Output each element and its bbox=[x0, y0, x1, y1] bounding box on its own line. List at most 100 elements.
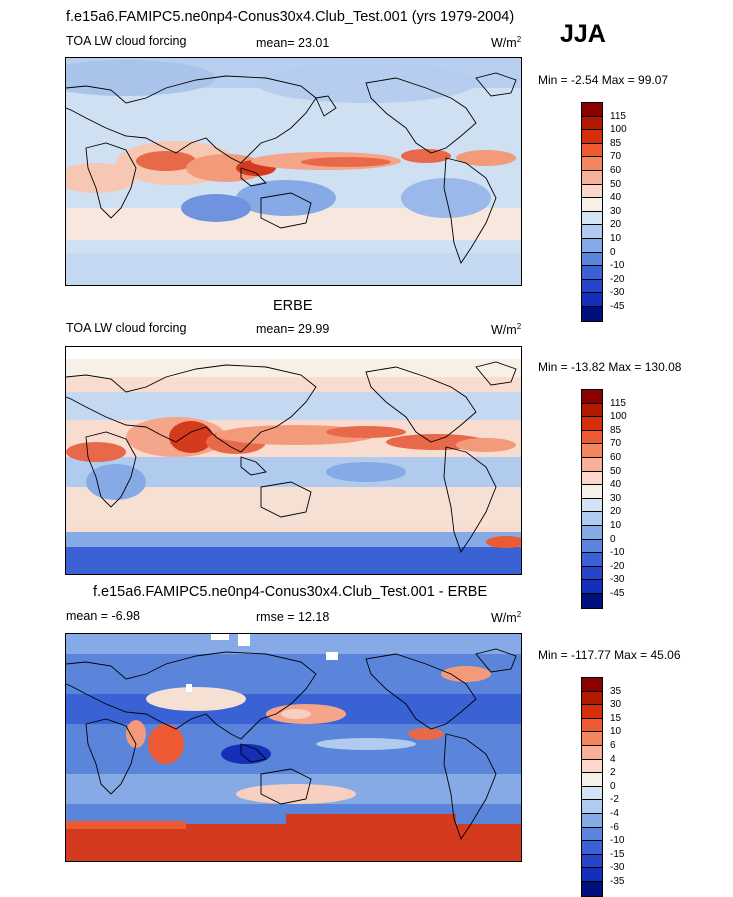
colorbar-swatch bbox=[582, 238, 602, 253]
colorbar-swatch bbox=[582, 116, 602, 131]
colorbar-swatch bbox=[582, 103, 602, 117]
colorbar-tick-label: 0 bbox=[610, 533, 616, 545]
colorbar-swatch bbox=[582, 170, 602, 185]
colorbar-swatch bbox=[582, 868, 602, 882]
colorbar-swatch bbox=[582, 444, 602, 458]
colorbar-tick-label: 15 bbox=[610, 712, 622, 724]
colorbar-swatch bbox=[582, 539, 602, 554]
colorbar-tick-label: 30 bbox=[610, 699, 622, 711]
panel1-variable-label: TOA LW cloud forcing bbox=[66, 34, 187, 48]
panel3-colorbar-swatches bbox=[581, 677, 603, 897]
panel2-colorbar-swatches bbox=[581, 389, 603, 609]
colorbar-swatch bbox=[582, 593, 602, 608]
colorbar-tick-label: 20 bbox=[610, 219, 622, 231]
colorbar-swatch bbox=[582, 705, 602, 719]
colorbar-swatch bbox=[582, 745, 602, 760]
colorbar-tick-label: 85 bbox=[610, 424, 622, 436]
colorbar-swatch bbox=[582, 813, 602, 828]
colorbar-tick-label: 100 bbox=[610, 411, 627, 423]
colorbar-swatch bbox=[582, 525, 602, 540]
panel3-mean-label: mean = -6.98 bbox=[66, 609, 141, 623]
colorbar-swatch bbox=[582, 759, 602, 774]
colorbar-tick-label: -20 bbox=[610, 273, 625, 285]
season-label: JJA bbox=[560, 20, 606, 48]
colorbar-swatch bbox=[582, 306, 602, 321]
panel3-minmax: Min = -117.77 Max = 45.06 bbox=[538, 648, 681, 662]
colorbar-tick-label: 40 bbox=[610, 192, 622, 204]
panel1-units: W/m2 bbox=[491, 35, 522, 51]
colorbar-tick-label: 10 bbox=[610, 233, 622, 244]
colorbar-tick-label: 50 bbox=[610, 178, 622, 190]
colorbar-tick-label: 6 bbox=[610, 740, 616, 751]
colorbar-tick-label: 0 bbox=[610, 246, 616, 258]
colorbar-swatch bbox=[582, 718, 602, 733]
panel3-map bbox=[65, 633, 522, 862]
colorbar-swatch bbox=[582, 225, 602, 239]
colorbar-tick-label: 70 bbox=[610, 438, 622, 450]
colorbar-swatch bbox=[582, 157, 602, 171]
colorbar-swatch bbox=[582, 485, 602, 499]
colorbar-tick-label: 35 bbox=[610, 685, 622, 697]
colorbar-tick-label: 0 bbox=[610, 780, 616, 792]
colorbar-tick-label: 115 bbox=[610, 110, 626, 122]
colorbar-tick-label: -45 bbox=[610, 588, 625, 599]
colorbar-swatch bbox=[582, 580, 602, 594]
colorbar-swatch bbox=[582, 293, 602, 307]
colorbar-swatch bbox=[582, 732, 602, 746]
panel1-minmax: Min = -2.54 Max = 99.07 bbox=[538, 73, 669, 87]
colorbar-swatch bbox=[582, 800, 602, 814]
colorbar-swatch bbox=[582, 252, 602, 267]
colorbar-tick-label: 30 bbox=[610, 492, 622, 504]
panel1-mean-label: mean= 23.01 bbox=[256, 36, 330, 50]
colorbar-tick-label: -6 bbox=[610, 821, 619, 833]
colorbar-tick-label: -15 bbox=[610, 848, 625, 860]
colorbar-swatch bbox=[582, 130, 602, 144]
colorbar-tick-label: 2 bbox=[610, 767, 616, 779]
colorbar-tick-label: 60 bbox=[610, 165, 622, 176]
colorbar-tick-label: 4 bbox=[610, 753, 616, 765]
colorbar-swatch bbox=[582, 827, 602, 842]
colorbar-tick-label: -20 bbox=[610, 560, 625, 572]
colorbar-tick-label: 50 bbox=[610, 465, 622, 477]
colorbar-swatch bbox=[582, 279, 602, 294]
colorbar-tick-label: -35 bbox=[610, 876, 625, 887]
colorbar-tick-label: 70 bbox=[610, 151, 622, 163]
panel2-header: ERBE bbox=[273, 298, 313, 314]
colorbar-tick-label: -10 bbox=[610, 260, 625, 272]
colorbar-swatch bbox=[582, 430, 602, 445]
panel2-units: W/m2 bbox=[491, 322, 522, 338]
panel1-colorbar-swatches bbox=[581, 102, 603, 322]
colorbar-tick-label: 20 bbox=[610, 506, 622, 518]
colorbar-swatch bbox=[582, 417, 602, 431]
colorbar-swatch bbox=[582, 390, 602, 404]
colorbar-swatch bbox=[582, 881, 602, 896]
colorbar-swatch bbox=[582, 786, 602, 801]
colorbar-tick-label: 40 bbox=[610, 479, 622, 491]
colorbar-tick-label: 85 bbox=[610, 137, 622, 149]
colorbar-tick-label: -30 bbox=[610, 574, 625, 586]
panel2-variable-label: TOA LW cloud forcing bbox=[66, 321, 187, 335]
colorbar-swatch bbox=[582, 457, 602, 472]
panel3-header: f.e15a6.FAMIPC5.ne0np4-Conus30x4.Club_Te… bbox=[93, 584, 488, 600]
colorbar-tick-label: -4 bbox=[610, 808, 619, 819]
colorbar-swatch bbox=[582, 841, 602, 855]
colorbar-swatch bbox=[582, 566, 602, 581]
colorbar-tick-label: 60 bbox=[610, 452, 622, 463]
colorbar-swatch bbox=[582, 512, 602, 526]
panel2-mean-label: mean= 29.99 bbox=[256, 322, 330, 336]
colorbar-swatch bbox=[582, 211, 602, 226]
colorbar-tick-label: 30 bbox=[610, 205, 622, 217]
colorbar-swatch bbox=[582, 403, 602, 418]
colorbar-swatch bbox=[582, 143, 602, 158]
colorbar-tick-label: 10 bbox=[610, 726, 622, 738]
colorbar-swatch bbox=[582, 471, 602, 486]
colorbar-swatch bbox=[582, 678, 602, 692]
panel2-map bbox=[65, 346, 522, 575]
colorbar-swatch bbox=[582, 773, 602, 787]
panel3-rmse-label: rmse = 12.18 bbox=[256, 610, 330, 624]
colorbar-tick-label: -45 bbox=[610, 301, 625, 312]
colorbar-swatch bbox=[582, 198, 602, 212]
panel1-map bbox=[65, 57, 522, 286]
colorbar-tick-label: 100 bbox=[610, 124, 627, 136]
colorbar-tick-label: 10 bbox=[610, 520, 622, 531]
